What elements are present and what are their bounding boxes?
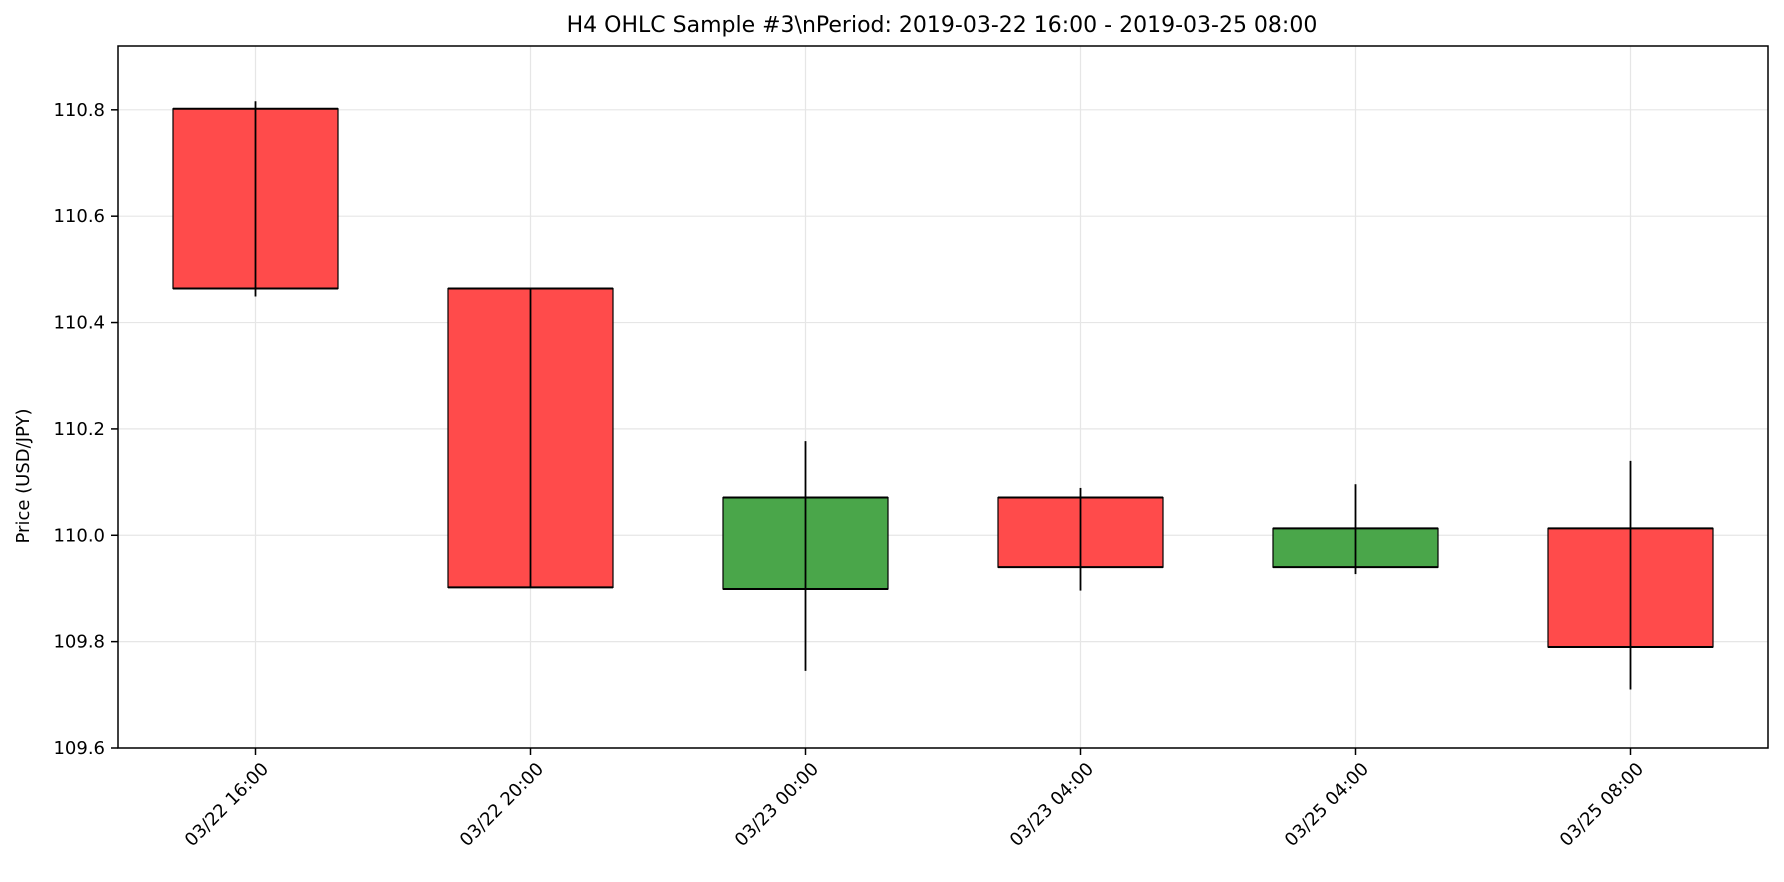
candle-layer: [172, 101, 1714, 690]
x-tick-label: 03/23 04:00: [1006, 759, 1098, 851]
candle: [172, 101, 339, 297]
y-tick-label: 110.6: [53, 206, 105, 227]
y-tick-label: 110.2: [53, 419, 105, 440]
candle: [722, 441, 889, 671]
candle: [447, 287, 614, 589]
chart-title: H4 OHLC Sample #3\nPeriod: 2019-03-22 16…: [567, 13, 1318, 38]
y-tick-label: 110.0: [53, 525, 105, 546]
y-tick-label: 110.8: [53, 100, 105, 121]
plot-frame: [117, 45, 1769, 749]
x-tick-label: 03/22 20:00: [456, 759, 548, 851]
candle: [997, 487, 1164, 591]
candle: [1547, 460, 1714, 690]
y-axis-label: Price (USD/JPY): [13, 409, 34, 544]
y-tick-label: 109.8: [53, 632, 105, 653]
y-tick-label: 109.6: [53, 738, 105, 759]
x-tick-label: 03/25 04:00: [1281, 759, 1373, 851]
candle: [1272, 484, 1439, 575]
y-tick-label: 110.4: [53, 313, 105, 334]
grid-layer: [118, 46, 1768, 749]
x-tick-label: 03/23 00:00: [731, 759, 823, 851]
x-tick-label: 03/22 16:00: [181, 759, 273, 851]
x-tick-label: 03/25 08:00: [1556, 759, 1648, 851]
